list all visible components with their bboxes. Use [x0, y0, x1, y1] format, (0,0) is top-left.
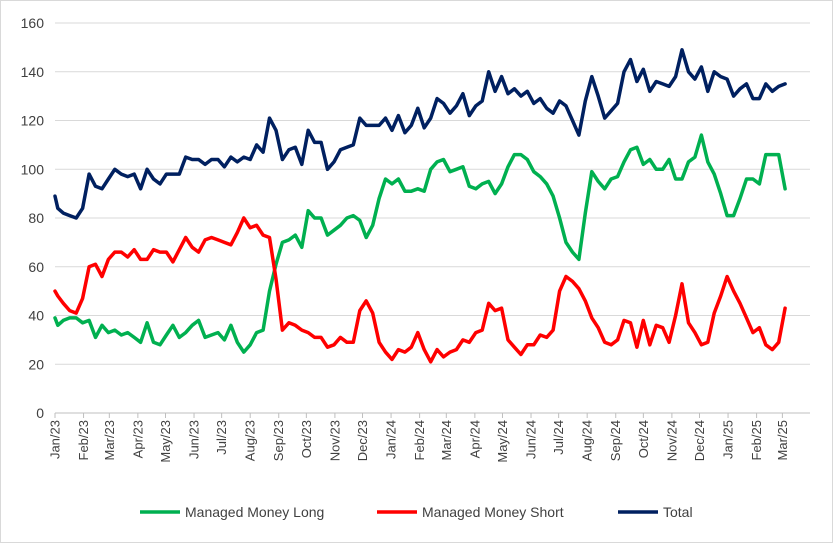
legend-item-managed-money-short: Managed Money Short: [377, 504, 564, 520]
legend-label: Managed Money Short: [422, 504, 564, 520]
y-tick-label: 80: [28, 210, 44, 226]
x-tick-label: Jan/23: [48, 420, 63, 459]
x-tick-label: Jan/24: [384, 420, 399, 459]
x-tick-label: Feb/24: [412, 420, 427, 460]
x-tick-label: Aug/23: [243, 420, 258, 461]
x-tick-label: May/24: [495, 420, 510, 463]
x-tick-label: Jul/24: [551, 420, 566, 455]
series-line-managed-money-long: [53, 133, 787, 354]
legend-item-total: Total: [618, 504, 693, 520]
y-tick-label: 160: [21, 15, 45, 31]
x-tick-label: May/23: [158, 420, 173, 463]
x-tick-label: Mar/25: [775, 420, 790, 460]
y-tick-label: 120: [21, 113, 45, 129]
x-tick-label: Feb/23: [76, 420, 91, 460]
x-tick-label: Aug/24: [580, 420, 595, 461]
y-axis: 0 20 40 60 80 100 120 140 160: [21, 15, 45, 421]
y-tick-label: 140: [21, 64, 45, 80]
x-axis: Jan/23 Feb/23 Mar/23 Apr/23 May/23 Jun/23 Jul/…: [48, 412, 810, 463]
x-tick-label: Mar/24: [439, 420, 454, 460]
x-tick-label: Jun/24: [524, 420, 539, 459]
x-tick-label: Jun/23: [187, 420, 202, 459]
series-lines: [53, 48, 787, 364]
y-tick-label: 100: [21, 161, 45, 177]
x-tick-label: Oct/23: [299, 420, 314, 458]
x-tick-label: Dec/24: [692, 420, 707, 461]
x-tick-label: Sep/23: [271, 420, 286, 461]
gridlines: [55, 22, 810, 414]
legend-item-managed-money-long: Managed Money Long: [140, 504, 324, 520]
legend: Managed Money Long Managed Money Short Tot…: [140, 504, 693, 520]
legend-label: Managed Money Long: [185, 504, 324, 520]
x-tick-label: Feb/25: [749, 420, 764, 460]
x-tick-label: Mar/23: [102, 420, 117, 460]
x-tick-label: Apr/23: [130, 420, 145, 458]
y-tick-label: 40: [28, 308, 44, 324]
x-tick-label: Dec/23: [355, 420, 370, 461]
y-tick-label: 0: [36, 405, 44, 421]
series-line-managed-money-short: [53, 216, 787, 364]
x-tick-label: Nov/23: [327, 420, 342, 461]
x-tick-label: Jan/25: [721, 420, 736, 459]
y-tick-label: 20: [28, 356, 44, 372]
x-tick-label: Sep/24: [608, 420, 623, 461]
x-tick-label: Apr/24: [467, 420, 482, 458]
x-tick-label: Oct/24: [636, 420, 651, 458]
legend-label: Total: [663, 504, 693, 520]
x-tick-label: Nov/24: [664, 420, 679, 461]
series-line-total: [53, 48, 787, 220]
y-tick-label: 60: [28, 259, 44, 275]
x-tick-label: Jul/23: [214, 420, 229, 455]
